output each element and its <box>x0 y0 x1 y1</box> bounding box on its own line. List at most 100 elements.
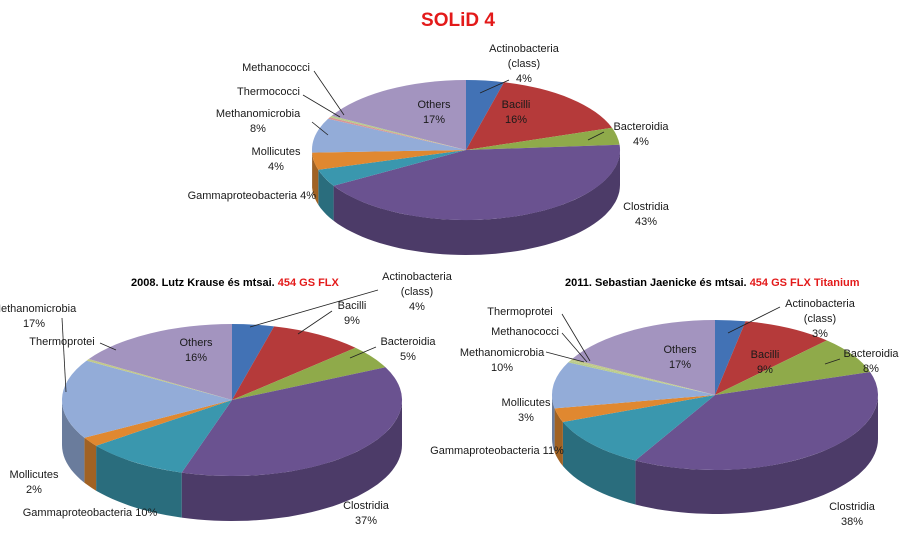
data-label-others: Others <box>417 99 451 111</box>
pie-side-clostridia <box>635 395 878 514</box>
data-label-others: Others <box>663 344 697 356</box>
data-label-bacilli: 16% <box>505 114 527 126</box>
pie-slice-bacilli <box>715 321 827 395</box>
data-label-methanomicrobia: Methanomicrobia <box>216 108 301 120</box>
pie-slice-bacteroidia <box>715 340 871 395</box>
data-label-actinobacteria-class: 4% <box>409 301 425 313</box>
pie-slice-methanococci <box>568 360 715 395</box>
data-label-clostridia: 37% <box>355 515 377 527</box>
pie-slice-clostridia <box>181 367 403 477</box>
subtitle-text: 2008. Lutz Krause és mtsai. <box>131 277 278 289</box>
chart-subtitle-krause: 2008. Lutz Krause és mtsai. 454 GS FLX <box>131 277 339 289</box>
data-label-methanomicrobia: 17% <box>23 318 45 330</box>
leader-line-actinobacteria-class <box>727 306 781 334</box>
pie-slice-bacteroidia <box>466 127 620 150</box>
pie-chart-2: Actinobacteria (class) 4% Bacilli 9% Bacteroi… <box>0 271 453 527</box>
data-label-mollicutes: Mollicutes <box>502 397 551 409</box>
data-label-mollicutes: 4% <box>268 161 284 173</box>
data-label-actinobacteria-class: 4% <box>516 73 532 85</box>
data-label-bacilli: Bacilli <box>338 300 367 312</box>
data-label-mollicutes: Mollicutes <box>10 469 59 481</box>
pie-slice-thermoprotei <box>86 359 232 400</box>
data-label-bacilli: Bacilli <box>751 349 780 361</box>
data-label-thermococci: Thermococci <box>237 86 300 98</box>
pie-side-mollicutes <box>554 408 563 466</box>
data-label-methanomicrobia: Methanomicrobia <box>0 303 77 315</box>
leader-line-bacteroidia <box>824 358 841 365</box>
data-label-bacteroidia: Bacteroidia <box>380 336 436 348</box>
subtitle-highlight: 454 GS FLX Titanium <box>749 277 860 289</box>
data-label-mollicutes: 3% <box>518 412 534 424</box>
data-label-methanomicrobia: 10% <box>491 362 513 374</box>
pie-slice-others <box>331 80 466 150</box>
pie-side-methanomicrobia <box>552 395 555 453</box>
pie-slice-others <box>572 319 715 395</box>
data-label-bacteroidia: Bacteroidia <box>613 121 669 133</box>
data-label-bacteroidia: Bacteroidia <box>843 348 899 360</box>
pie-side-mollicutes <box>312 152 319 205</box>
pie-slice-actinobacteria-class <box>715 319 746 395</box>
pie-side-mollicutes <box>84 437 97 491</box>
data-label-others: 16% <box>185 352 207 364</box>
data-label-methanococci: Methanococci <box>491 326 559 338</box>
data-label-clostridia: Clostridia <box>829 501 876 513</box>
leader-line-methanomicrobia <box>61 317 67 393</box>
leader-line-bacteroidia <box>587 131 605 141</box>
pie-side-clostridia <box>333 150 620 255</box>
data-label-clostridia: 43% <box>635 216 657 228</box>
chart-subtitle-jaenicke: 2011. Sebastian Jaenicke és mtsai. 454 G… <box>565 277 860 289</box>
leader-line-bacteroidia <box>349 346 377 359</box>
data-label-actinobacteria-class: Actinobacteria <box>489 43 560 55</box>
data-label-gammaproteobacteria: Gammaproteobacteria 10% <box>23 507 158 519</box>
pie-slice-mollicutes <box>84 400 233 446</box>
data-label-bacteroidia: 8% <box>863 363 879 375</box>
data-label-actinobacteria-class: Actinobacteria <box>785 298 856 310</box>
leader-line-thermoprotei <box>99 342 117 351</box>
data-label-bacilli: 9% <box>344 315 360 327</box>
data-label-mollicutes: 2% <box>26 484 42 496</box>
subtitle-text: 2011. Sebastian Jaenicke és mtsai. <box>565 277 750 289</box>
data-label-gammaproteobacteria: Gammaproteobacteria 11% <box>430 445 564 457</box>
data-label-actinobacteria-class: (class) <box>804 313 836 325</box>
data-label-actinobacteria-class: Actinobacteria <box>382 271 453 283</box>
pie-side-clostridia <box>181 400 402 521</box>
pie-slice-clostridia <box>333 144 621 221</box>
data-label-methanomicrobia: Methanomicrobia <box>460 347 545 359</box>
pie-side-methanomicrobia <box>62 400 85 483</box>
data-label-others: 17% <box>423 114 445 126</box>
data-label-actinobacteria-class: (class) <box>508 58 540 70</box>
data-label-clostridia: Clostridia <box>343 500 390 512</box>
data-label-actinobacteria-class: 3% <box>812 328 828 340</box>
pie-slice-methanococci <box>329 115 466 150</box>
data-label-methanomicrobia: 8% <box>250 123 266 135</box>
data-label-methanococci: Methanococci <box>242 62 310 74</box>
pie-slice-bacilli <box>232 326 356 400</box>
leader-line-methanococci <box>561 332 588 363</box>
pie-slice-methanomicrobia <box>551 362 715 409</box>
leader-line-methanomicrobia <box>311 121 329 136</box>
pie-slice-methanomicrobia <box>311 118 466 153</box>
subtitle-highlight: 454 GS FLX <box>277 277 339 289</box>
pie-slice-thermococci <box>328 117 466 150</box>
leader-line-methanomicrobia <box>545 351 585 363</box>
data-label-others: Others <box>179 337 213 349</box>
pie-slice-gammaproteobacteria <box>318 150 466 186</box>
data-label-clostridia: 38% <box>841 516 863 528</box>
data-label-bacilli: 9% <box>757 364 773 376</box>
data-label-actinobacteria-class: (class) <box>401 286 433 298</box>
pie-slice-others <box>88 324 232 400</box>
pie-slice-actinobacteria-class <box>232 324 275 400</box>
pie-slice-gammaproteobacteria <box>562 395 715 461</box>
data-label-thermoprotei: Thermoprotei <box>487 306 552 318</box>
data-label-bacteroidia: 4% <box>633 136 649 148</box>
leader-line-bacilli <box>297 310 333 335</box>
leader-line-methanococci <box>313 70 345 116</box>
pie-side-gammaproteobacteria <box>96 445 182 518</box>
pie-slice-actinobacteria-class <box>466 80 504 150</box>
pie-slice-bacilli <box>466 82 612 150</box>
data-label-bacteroidia: 5% <box>400 351 416 363</box>
data-label-clostridia: Clostridia <box>623 201 670 213</box>
pie-side-gammaproteobacteria <box>562 422 636 505</box>
leader-line-actinobacteria-class <box>249 289 379 328</box>
